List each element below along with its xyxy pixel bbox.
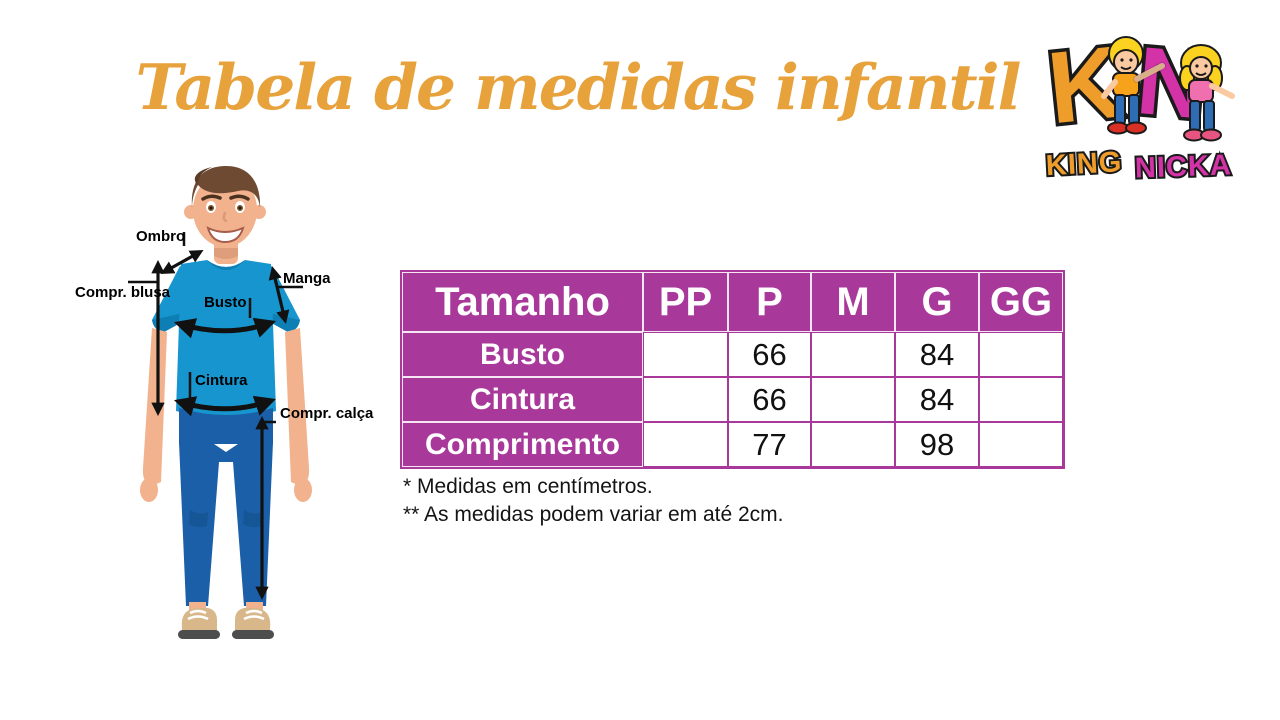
footnote-variation: ** As medidas podem variar em até 2cm. [403,503,784,526]
shoulder-arrow [160,250,204,274]
logo-kid-boy-icon [1101,36,1166,135]
waist-arrow [173,395,276,417]
king-nicka-logo: K N [1039,21,1235,186]
cell-comprimento-g: 98 [895,422,979,467]
boy-ankles [189,602,206,612]
table-row: Cintura 66 84 [402,377,1063,422]
row-label-cintura: Cintura [402,377,643,422]
cell-cintura-gg [979,377,1063,422]
size-table: Tamanho PP P M G GG Busto 66 84 Cintura [402,272,1063,467]
page-title: Tabela de medidas infantil [135,50,1022,124]
label-shirt-length: Compr. blusa [75,284,171,301]
cell-comprimento-pp [643,422,728,467]
footnote-units: * Medidas em centímetros. [403,475,653,498]
col-header-g: G [895,272,979,332]
col-header-tamanho: Tamanho [402,272,643,332]
cell-comprimento-gg [979,422,1063,467]
cell-busto-pp [643,332,728,377]
measurement-labels: Ombro Compr. blusa Manga Busto Cintura C… [75,228,374,422]
label-pants-length: Compr. calça [280,405,374,422]
measurement-arrows [128,232,303,601]
col-header-pp: PP [643,272,728,332]
cell-busto-gg [979,332,1063,377]
logo-wordmark: KING NICKA [1043,144,1234,186]
table-row: Comprimento 77 98 [402,422,1063,467]
footnotes: * Medidas em centímetros. ** As medidas … [403,473,784,529]
label-sleeve: Manga [283,270,331,287]
cell-cintura-m [811,377,895,422]
cell-comprimento-m [811,422,895,467]
table-header-row: Tamanho PP P M G GG [402,272,1063,332]
size-table-container: Tamanho PP P M G GG Busto 66 84 Cintura [400,270,1065,469]
cell-cintura-p: 66 [728,377,811,422]
logo-word-nicka: NICKA [1134,149,1232,184]
boy-head [184,166,266,264]
boy-measurement-figure: Ombro Compr. blusa Manga Busto Cintura C… [75,166,374,639]
boy-jeans [179,408,273,606]
col-header-gg: GG [979,272,1063,332]
cell-cintura-pp [643,377,728,422]
table-row: Busto 66 84 [402,332,1063,377]
bust-arrow [173,317,276,339]
cell-busto-g: 84 [895,332,979,377]
col-header-m: M [811,272,895,332]
boy-shoes [178,608,274,639]
row-label-comprimento: Comprimento [402,422,643,467]
row-label-busto: Busto [402,332,643,377]
logo-kid-girl-icon [1179,44,1235,142]
label-bust: Busto [204,294,247,311]
cell-busto-m [811,332,895,377]
cell-busto-p: 66 [728,332,811,377]
col-header-p: P [728,272,811,332]
cell-cintura-g: 84 [895,377,979,422]
label-shoulder: Ombro [136,228,185,245]
logo-word-king: KING [1045,146,1123,182]
sleeve-arrow [268,266,290,324]
cell-comprimento-p: 77 [728,422,811,467]
boy-hair [191,166,261,208]
label-waist: Cintura [195,372,248,389]
